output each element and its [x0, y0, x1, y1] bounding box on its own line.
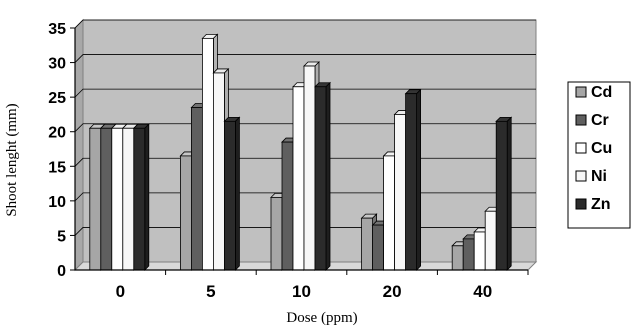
x-tick-label: 0 — [116, 282, 125, 301]
legend-label-cd: Cd — [591, 84, 612, 101]
axes — [70, 27, 529, 275]
y-axis-title: Shoot lenght (mm) — [4, 103, 20, 216]
bar-zn-10 — [314, 81, 331, 271]
legend-label-cu: Cu — [591, 140, 612, 157]
bar-zn-0 — [132, 123, 150, 271]
x-tick-label: 20 — [383, 282, 402, 301]
gridline — [74, 123, 536, 132]
legend-label-cr: Cr — [591, 112, 609, 129]
bars — [88, 33, 513, 271]
x-tick-label: 10 — [292, 282, 311, 301]
bar-zn-5 — [223, 116, 241, 271]
x-tick-label: 40 — [473, 282, 492, 301]
legend-swatch-ni — [575, 170, 587, 182]
y-tick-label: 10 — [48, 194, 66, 211]
legend: Cd Cr Cu Ni Zn — [567, 81, 631, 229]
bar-zn-40 — [495, 116, 513, 271]
legend-swatch-zn — [575, 198, 587, 210]
x-tick-label: 5 — [206, 282, 215, 301]
y-tick-label: 20 — [48, 125, 66, 142]
legend-swatch-cu — [575, 142, 587, 154]
legend-label-zn: Zn — [591, 196, 611, 213]
plot-side-wall — [74, 18, 84, 272]
x-axis-title: Dose (ppm) — [286, 310, 357, 326]
y-tick-label: 5 — [57, 228, 66, 245]
bar-zn-20 — [404, 88, 422, 271]
legend-label-ni: Ni — [591, 168, 607, 185]
y-tick-label: 25 — [48, 90, 66, 107]
y-tick-label: 0 — [57, 263, 66, 280]
y-tick-label: 15 — [48, 159, 66, 176]
legend-items: Cd Cr Cu Ni Zn — [575, 84, 612, 213]
gridline — [74, 19, 536, 29]
gridline — [74, 88, 536, 98]
gridline — [74, 54, 536, 63]
y-tick-label: 30 — [48, 56, 66, 73]
legend-swatch-cd — [575, 86, 587, 98]
y-tick-label: 35 — [48, 21, 66, 38]
x-tick-labels: 0 5 10 20 40 — [116, 282, 493, 301]
y-tick-labels: 0 5 10 15 20 25 30 35 — [48, 21, 66, 280]
legend-swatch-cr — [575, 114, 587, 126]
